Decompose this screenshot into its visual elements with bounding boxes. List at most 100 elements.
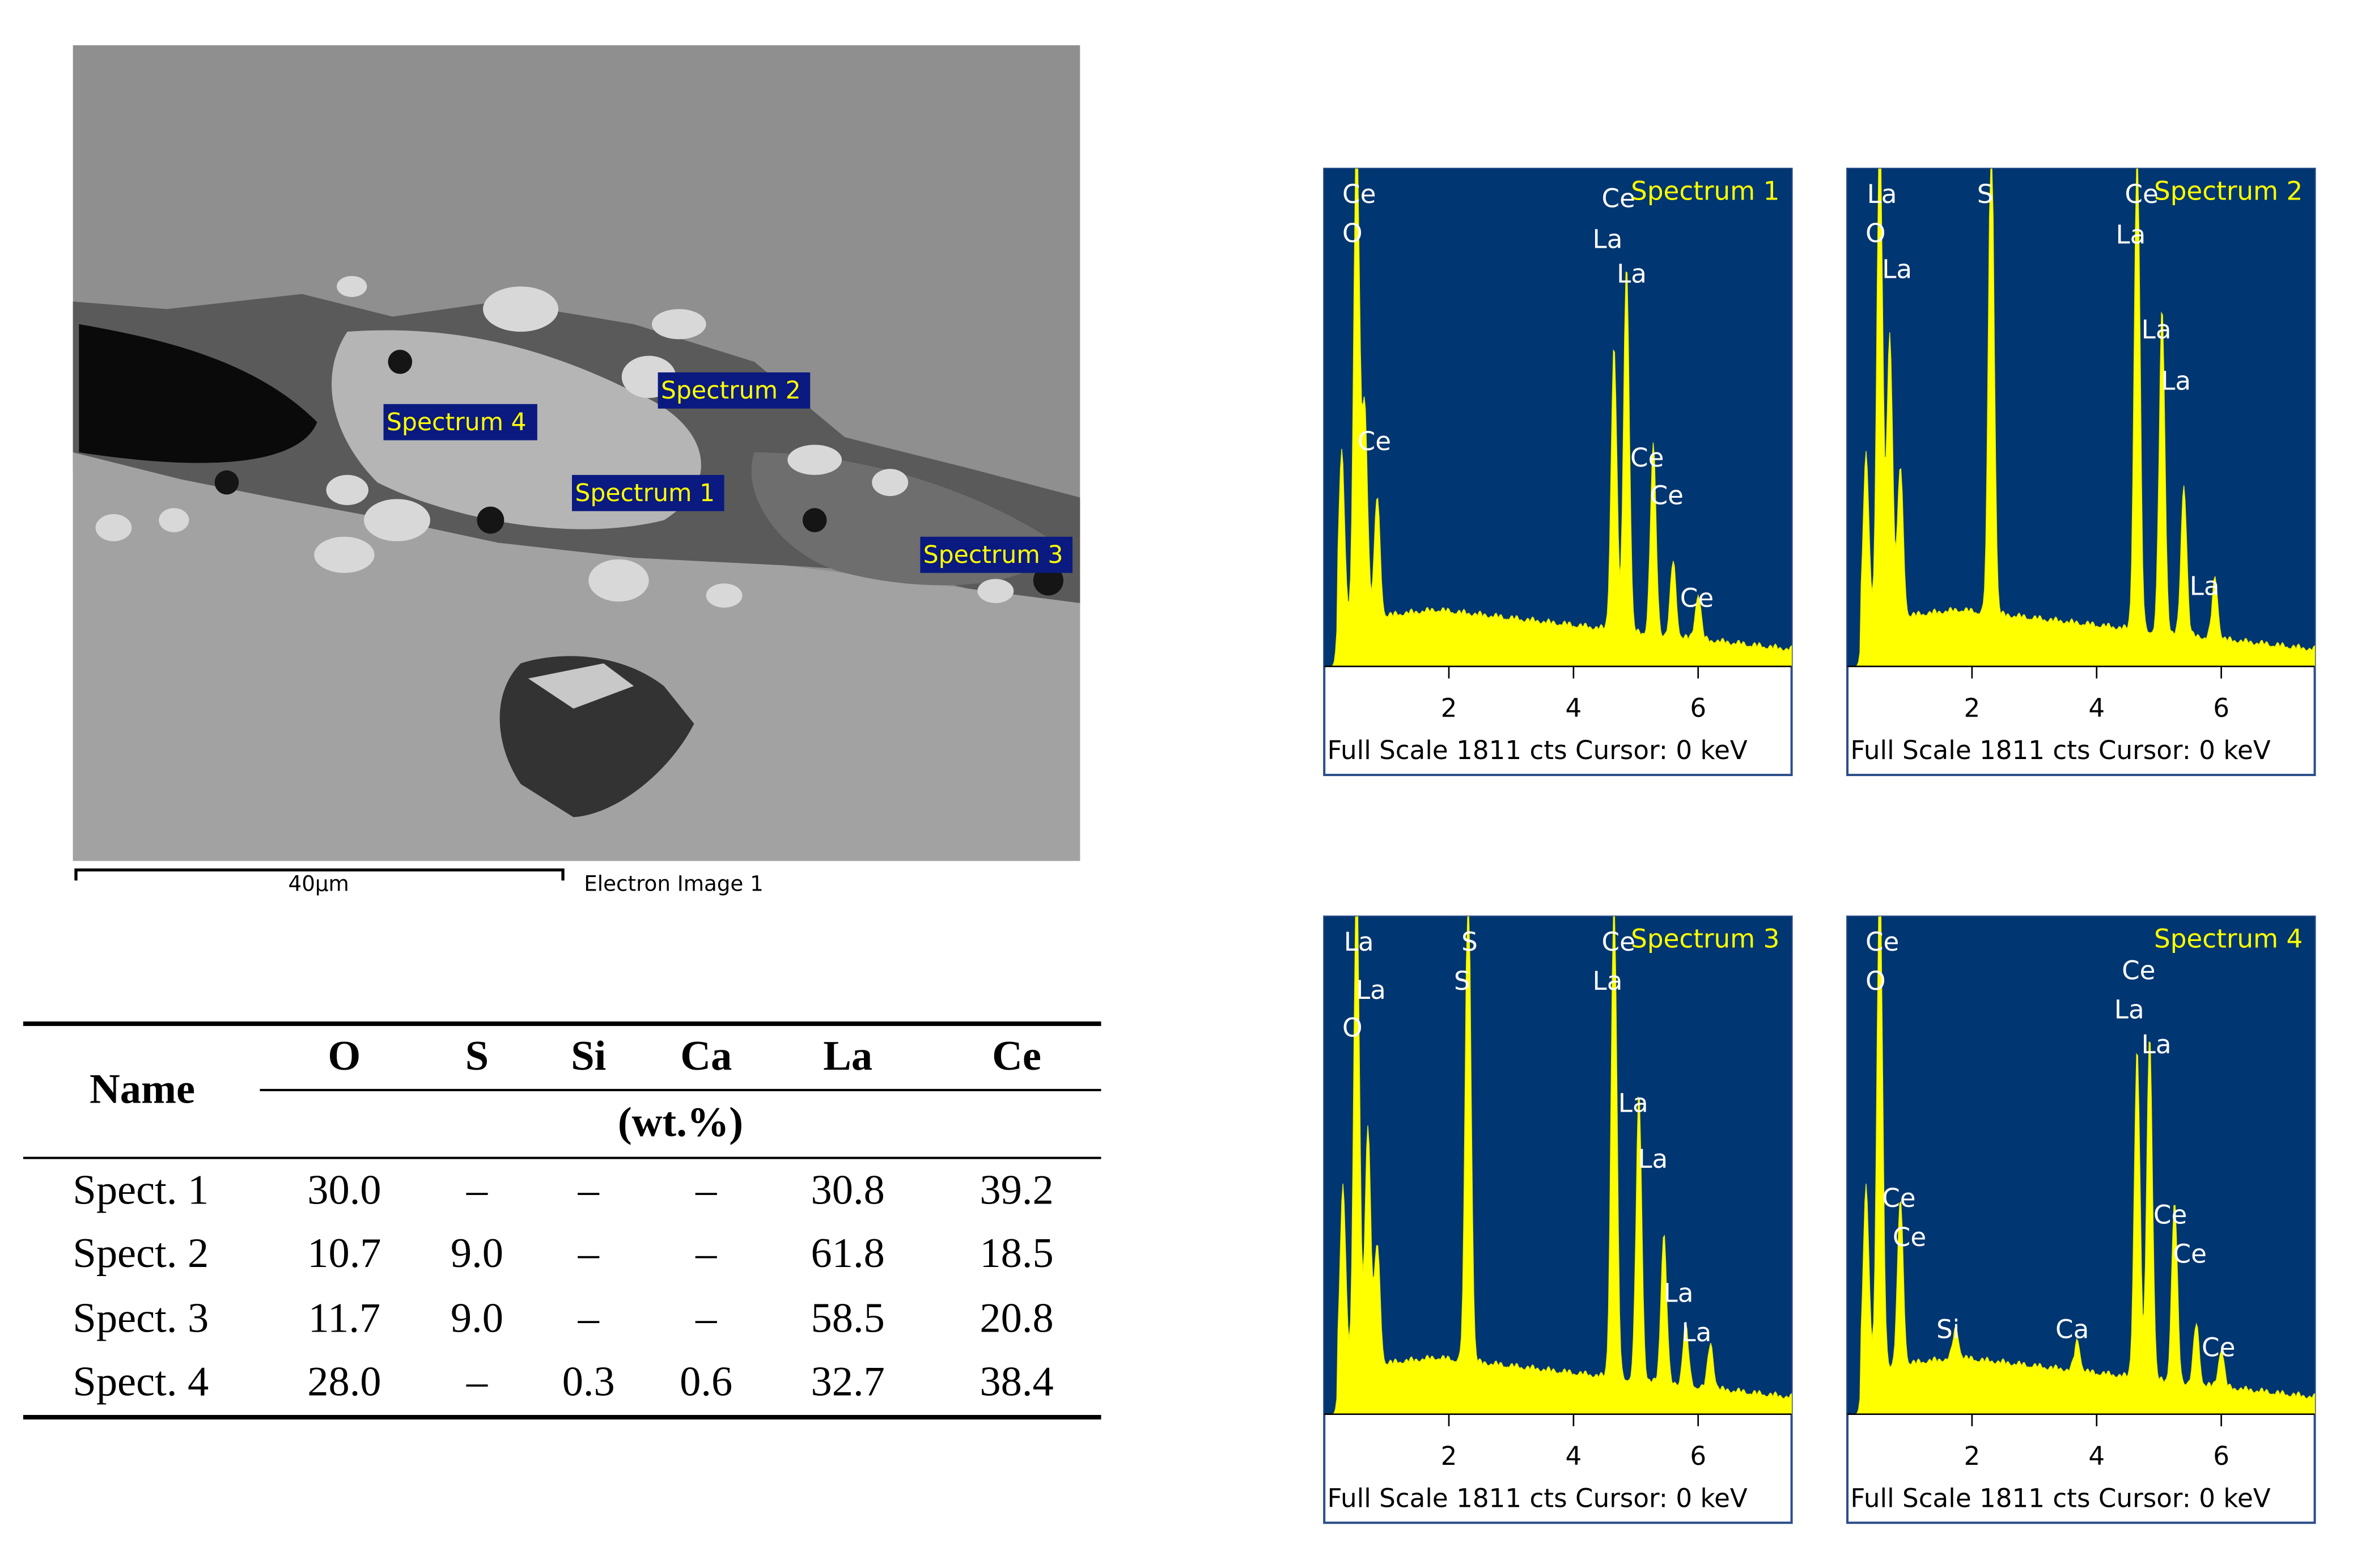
peak-label: Ce [2202,1332,2235,1362]
image-caption: Electron Image 1 [584,871,764,896]
sem-image: Spectrum 4 Spectrum 2 Spectrum 1 Spectru… [73,45,1080,896]
row-label: Spect. 3 [73,1295,209,1342]
spectrum-footer: Full Scale 1811 cts Cursor: 0 keV [1327,1483,1747,1513]
peak-label: Ce [2153,1200,2187,1230]
x-tick-label: 6 [1690,1441,1706,1471]
header-element: S [465,1033,489,1079]
peak-label: O [1866,966,1886,996]
peak-label: Ce [2122,955,2155,985]
cell: – [578,1167,600,1214]
peak-labels: La O La S Ce La La La La [1866,179,2220,601]
header-element: La [823,1033,872,1079]
peak-label: La [2161,366,2191,396]
peak-label: S [1977,179,1994,209]
peak-label: S [1461,927,1478,957]
peak-label: La [1356,975,1386,1005]
peak-label: Si [1936,1314,1960,1344]
peak-label: La [2142,315,2172,345]
peak-label: La [1681,1317,1711,1347]
peak-label: La [2190,571,2220,601]
cell: – [466,1358,488,1405]
composition-table: Name (wt.%) O S Si Ca La Ce Spect. 1 30.0 – – – 30.… [23,1021,1101,1420]
x-tick-label: 4 [1565,1441,1582,1471]
x-tick-label: 2 [1964,693,1981,723]
spectrum-trace [1324,916,1792,1415]
peak-label: Ce [1680,583,1714,613]
plot-area [1324,917,1792,1414]
cell: 18.5 [980,1230,1053,1277]
peak-label: La [2114,995,2144,1025]
spectrum-trace [1847,916,2316,1415]
cell: – [466,1167,488,1214]
spectrum-marker-label: Spectrum 3 [923,541,1063,569]
header-element: Ca [680,1033,732,1079]
x-tick-label: 4 [2088,1441,2105,1471]
peak-label: Ca [2055,1314,2089,1344]
row-label: Spect. 4 [73,1358,209,1405]
cell: – [578,1230,600,1277]
peak-labels: Ce O Ce La La Ce Ce Si Ca Ce Ce Ce [1866,927,2235,1362]
cell: 9.0 [451,1230,503,1277]
spectrum-title: Spectrum 4 [2154,924,2303,954]
cell: 0.3 [562,1358,615,1405]
header-unit: (wt.%) [618,1099,743,1146]
peak-label: La [1593,966,1623,996]
cell: 32.7 [811,1358,885,1405]
x-tick-label: 2 [1964,1441,1981,1471]
spectrum-trace [1324,168,1792,667]
peak-label: Ce [1342,179,1376,209]
plot-area [1847,168,2315,667]
cell: 0.6 [680,1358,732,1405]
peak-label: Ce [1630,443,1664,473]
header-name: Name [90,1066,195,1112]
peak-label: Ce [2173,1239,2207,1269]
x-tick-label: 2 [1441,1441,1457,1471]
spectrum-panel: La La O SS Ce La La La La La Spectrum 3 2 4 6 Full Sca… [1323,916,1793,1524]
peak-label: Ce [1602,184,1635,214]
peak-label: Ce [2125,179,2158,209]
header-element: O [328,1033,361,1079]
peak-label: Ce [1650,481,1684,511]
spectrum-footer: Full Scale 1811 cts Cursor: 0 keV [1850,1483,2270,1513]
peak-label: La [1882,255,1912,285]
x-tick-label: 6 [2213,1441,2229,1471]
spectrum-marker-label: Spectrum 4 [387,409,527,437]
x-tick-label: 6 [2213,693,2229,723]
peak-label: La [1867,179,1897,209]
spectrum-title: Spectrum 3 [1631,924,1779,954]
cell: 61.8 [811,1230,885,1277]
peak-label: La [1638,1144,1668,1174]
plot-area [1324,168,1792,667]
cell: 11.7 [308,1295,381,1342]
peak-label: O [1342,218,1363,248]
peak-label: La [1617,259,1647,289]
cell: 10.7 [307,1230,381,1277]
header-element: Si [571,1033,606,1079]
peak-label: Ce [1893,1222,1926,1252]
peak-label: Ce [1358,426,1391,456]
spectrum-marker-label: Spectrum 1 [575,480,715,507]
cell: – [695,1167,717,1214]
cell: 58.5 [811,1295,885,1342]
peak-label: La [1344,927,1374,957]
peak-label: La [2115,220,2146,250]
cell: 30.0 [307,1167,381,1214]
scale-bar-label: 40µm [289,871,349,896]
cell: – [695,1230,717,1277]
spectrum-markers [383,372,1072,573]
x-tick-label: 2 [1441,693,1457,723]
spectrum-title: Spectrum 1 [1631,176,1779,206]
peak-label: Ce [1602,927,1635,957]
cell: – [695,1295,717,1342]
peak-label: La [1618,1088,1648,1118]
peak-label: O [1866,218,1886,248]
x-tick-label: 6 [1690,693,1706,723]
peak-label: La [1664,1278,1694,1308]
spectrum-trace [1847,168,2316,667]
peak-labels: La La O SS Ce La La La La La [1342,927,1711,1347]
plot-area [1847,917,2315,1414]
